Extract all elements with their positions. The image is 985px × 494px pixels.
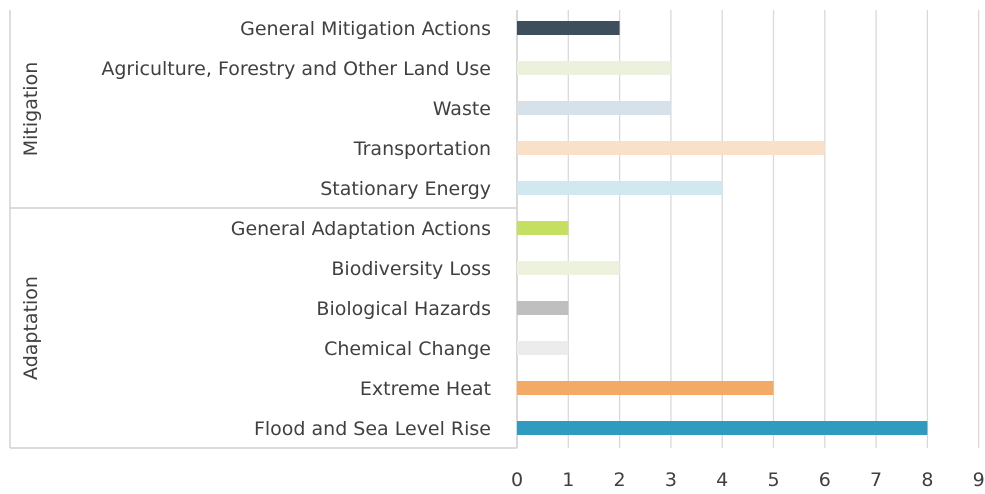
bar [517,141,825,155]
x-tick-label: 5 [767,469,779,491]
group-label: Mitigation [20,62,42,157]
x-axis-tick-labels: 0 1 2 3 4 5 6 7 8 9 [511,469,985,491]
category-label: Flood and Sea Level Rise [254,418,491,440]
bar [517,221,569,235]
category-label: Agriculture, Forestry and Other Land Use [101,58,491,80]
category-label: Extreme Heat [360,378,491,400]
bar [517,381,774,395]
bar [517,261,620,275]
x-tick-label: 1 [562,469,574,491]
category-label: Transportation [353,138,491,160]
bar [517,301,569,315]
x-tick-label: 3 [665,469,677,491]
bars [517,21,928,435]
x-tick-label: 8 [921,469,933,491]
group-label: Adaptation [20,276,42,380]
category-labels: General Mitigation Actions Agriculture, F… [101,18,491,440]
category-label: Biodiversity Loss [331,258,491,280]
bar [517,341,569,355]
bar [517,61,671,75]
category-label: General Mitigation Actions [240,18,491,40]
bar [517,181,723,195]
category-label: Chemical Change [324,338,491,360]
category-label: Stationary Energy [320,178,491,200]
x-tick-label: 7 [870,469,882,491]
x-tick-label: 9 [973,469,985,491]
category-label: Waste [433,98,491,120]
bar [517,421,928,435]
gridlines [516,10,980,448]
x-tick-label: 6 [819,469,831,491]
x-tick-label: 2 [614,469,626,491]
bar [517,101,671,115]
group-labels: Mitigation Adaptation [20,62,42,380]
category-label: General Adaptation Actions [231,218,491,240]
category-label: Biological Hazards [316,298,491,320]
x-tick-label: 4 [716,469,728,491]
x-tick-label: 0 [511,469,523,491]
bar [517,21,620,35]
